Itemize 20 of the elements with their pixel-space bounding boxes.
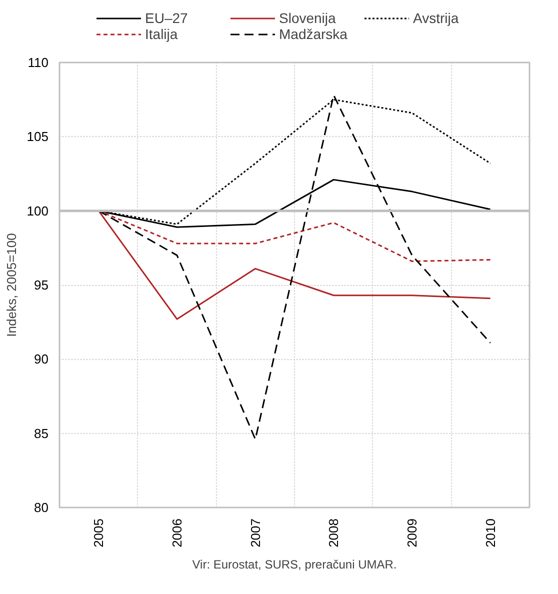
y-tick-label: 85 [34,426,49,441]
y-tick-label: 110 [28,55,49,70]
y-tick-label: 90 [34,352,49,367]
y-tick-label: 100 [26,203,49,218]
y-tick-label: 95 [34,278,49,292]
legend-label: Slovenija [279,10,337,26]
legend-label: Avstrija [413,10,460,26]
y-tick-label: 105 [26,129,49,144]
x-tick-label: 2007 [248,518,263,548]
y-axis-title: Indeks, 2005=100 [4,233,19,337]
x-tick-label: 2006 [170,518,184,548]
text: Vir: Eurostat, SURS, preračuni UMAR. [192,558,397,572]
x-tick-label: 2008 [326,518,342,548]
legend-label: Madžarska [279,26,348,42]
x-tick-label: 2010 [482,518,498,548]
x-tick-label: 2005 [91,518,106,548]
x-tick-label: 2009 [404,518,420,548]
y-tick-label: 80 [34,500,49,515]
legend-label: EU–27 [145,10,189,26]
legend-label: Italija [145,26,179,42]
